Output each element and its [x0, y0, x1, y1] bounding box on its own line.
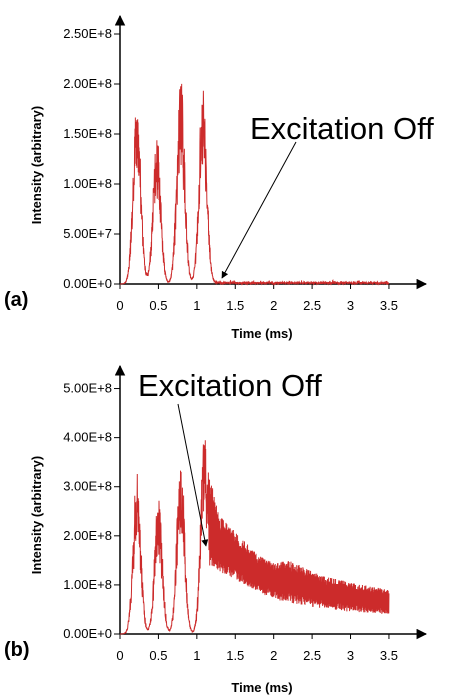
panel-a-y-tick-label: 2.50E+8 [63, 26, 112, 41]
panel-a-label: (a) [4, 289, 28, 311]
panel-b-x-tick-label: 1.5 [226, 648, 244, 663]
panel-b-y-tick-label: 4.00E+8 [63, 430, 112, 445]
panel-b-y-tick-label: 1.00E+8 [63, 577, 112, 592]
panel-a-x-axis-title: Time (ms) [231, 326, 292, 341]
panel-b-y-tick-label: 3.00E+8 [63, 479, 112, 494]
panel-a-x-tick-label: 1.5 [226, 298, 244, 313]
panel-b-y-tick-label: 2.00E+8 [63, 528, 112, 543]
panel-a-y-tick-label: 0.00E+0 [63, 276, 112, 291]
panel-a-x-tick-label: 2 [270, 298, 277, 313]
panel-b-x-tick-label: 3 [347, 648, 354, 663]
panel-a-x-tick-label: 0 [116, 298, 123, 313]
panel-a-x-tick-label: 1 [193, 298, 200, 313]
panel-a-annotation-arrow [221, 141, 297, 279]
panel-b-chart: 0.00E+0 1.00E+8 2.00E+8 3.00E+8 4.00E+8 5.00E… [4, 364, 428, 695]
panel-b-x-axis-title: Time (ms) [231, 680, 292, 695]
panel-a-x-tick-label: 3.5 [380, 298, 398, 313]
panel-a-x-tick-label: 3 [347, 298, 354, 313]
panel-b-y-tick-label: 0.00E+0 [63, 626, 112, 641]
panel-a-y-tick-label: 1.00E+8 [63, 176, 112, 191]
panel-b-annotation-arrow [177, 403, 209, 547]
panel-a-y-ticks: 0.00E+0 5.00E+7 1.00E+8 1.50E+8 2.00E+8 2.50E… [63, 26, 120, 291]
panel-b-y-tick-label: 5.00E+8 [63, 381, 112, 396]
panel-b-y-axis-title: Intensity (arbitrary) [29, 456, 44, 574]
panel-b-x-ticks: 0 0.5 1 1.5 2 2.5 3 3.5 [116, 634, 398, 663]
panel-b-x-tick-label: 2 [270, 648, 277, 663]
panel-a-y-tick-label: 1.50E+8 [63, 126, 112, 141]
panel-b-x-tick-label: 2.5 [303, 648, 321, 663]
panel-b-x-tick-label: 1 [193, 648, 200, 663]
panel-a-x-tick-label: 2.5 [303, 298, 321, 313]
panel-a-y-tick-label: 2.00E+8 [63, 76, 112, 91]
panel-a-annotation-text: Excitation Off [250, 111, 434, 146]
panel-a-x-ticks: 0 0.5 1 1.5 2 2.5 3 3.5 [116, 284, 398, 313]
panel-b-x-tick-label: 0 [116, 648, 123, 663]
panel-b-annotation-text: Excitation Off [138, 368, 322, 403]
panel-a-series-line [120, 83, 390, 286]
panel-b-x-tick-label: 3.5 [380, 648, 398, 663]
panel-a-y-axis-title: Intensity (arbitrary) [29, 106, 44, 224]
panel-b-label: (b) [4, 639, 30, 661]
panel-b-x-tick-label: 0.5 [149, 648, 167, 663]
panel-a-chart: 0.00E+05.00E+71.00E+81.50E+82.00E+82.50E… [4, 14, 434, 341]
panel-a-x-tick-label: 0.5 [149, 298, 167, 313]
panel-b-y-ticks: 0.00E+0 1.00E+8 2.00E+8 3.00E+8 4.00E+8 5.00E… [63, 381, 120, 641]
panel-b-series-line [120, 440, 390, 635]
panel-a-y-tick-label: 5.00E+7 [63, 226, 112, 241]
